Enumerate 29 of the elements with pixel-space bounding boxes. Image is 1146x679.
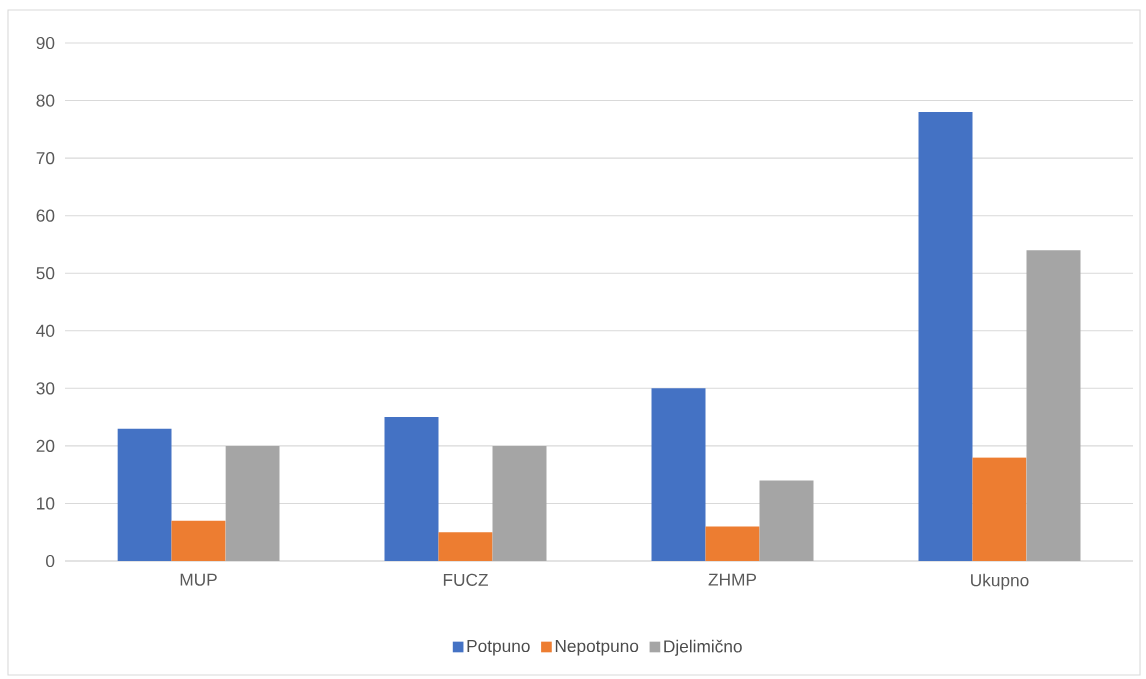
y-tick-label: 80 <box>36 94 55 107</box>
y-tick-label: 30 <box>36 382 55 395</box>
legend-label: Nepotpuno <box>555 640 639 656</box>
bar <box>759 480 814 561</box>
y-tick-label: 20 <box>36 439 55 452</box>
y-tick-label: 60 <box>36 209 55 222</box>
bar <box>972 457 1027 561</box>
bar <box>651 388 706 561</box>
bar <box>918 112 973 561</box>
x-tick-label: ZHMP <box>708 573 757 586</box>
bar <box>225 445 280 561</box>
bar <box>384 417 439 561</box>
bar <box>117 428 172 561</box>
bar <box>492 445 547 561</box>
y-tick-label: 10 <box>37 497 55 510</box>
y-tick-label: 70 <box>36 152 55 165</box>
bar <box>171 520 226 561</box>
bar <box>705 526 760 561</box>
x-tick-label: FUCZ <box>443 573 488 586</box>
legend-label: Potpuno <box>467 640 530 656</box>
bar <box>1026 250 1081 561</box>
x-tick-label: Ukupno <box>971 573 1029 590</box>
y-tick-label: 50 <box>36 267 55 280</box>
x-tick-label: MUP <box>180 573 217 586</box>
y-tick-label: 40 <box>36 324 55 337</box>
y-tick-label: 90 <box>36 36 55 50</box>
bar <box>438 532 493 561</box>
legend-label: Djelimično <box>664 639 742 656</box>
y-tick-label: 0 <box>46 554 55 568</box>
